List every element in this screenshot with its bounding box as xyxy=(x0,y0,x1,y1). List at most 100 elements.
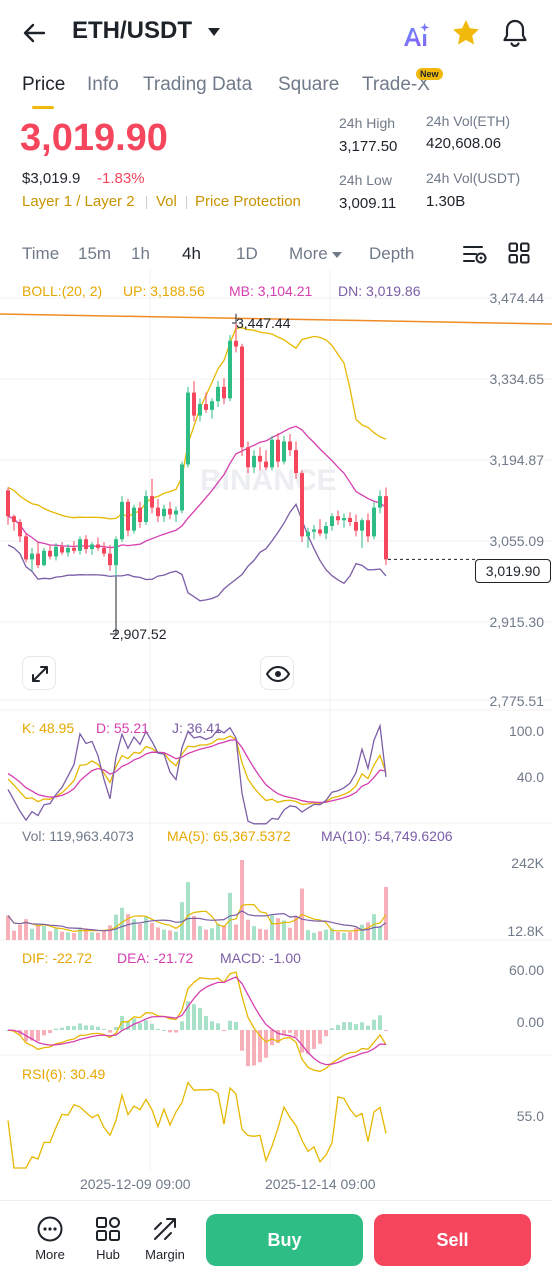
candle-body xyxy=(360,520,364,531)
caret-down-icon xyxy=(332,251,343,258)
candle-body xyxy=(276,439,280,462)
timeframe-time[interactable]: Time xyxy=(22,244,60,263)
timeframe-more[interactable]: More xyxy=(289,244,343,264)
volume-bar xyxy=(366,922,370,940)
volume-bar xyxy=(24,919,28,940)
timeframe-1d[interactable]: 1D xyxy=(236,244,258,263)
volume-bar xyxy=(384,886,388,940)
y-tick-main: 3,474.44 xyxy=(489,290,545,306)
candle-body xyxy=(24,536,28,560)
candle-body xyxy=(258,455,262,462)
timeframe-1h[interactable]: 1h xyxy=(131,244,150,263)
volume-bar xyxy=(54,928,58,940)
macd-histogram-bar xyxy=(222,1030,226,1031)
macd-histogram-bar xyxy=(348,1022,352,1030)
high-leader-line xyxy=(232,313,237,324)
candle-body xyxy=(348,517,352,522)
volume-bar xyxy=(294,916,298,940)
macd-histogram-bar xyxy=(294,1030,298,1037)
tag-layer[interactable]: Layer 1 / Layer 2 xyxy=(22,193,135,210)
tab-trading-data[interactable]: Trading Data xyxy=(143,74,253,95)
change-percent: -1.83% xyxy=(97,170,145,187)
price-chart[interactable]: BINANCE xyxy=(0,270,552,1170)
candle-body xyxy=(240,346,244,448)
tab-trade-x[interactable]: Trade-X xyxy=(362,74,430,95)
macd-histogram-bar xyxy=(282,1030,286,1035)
kdj-j-line xyxy=(7,723,387,825)
macd-histogram-bar xyxy=(156,1028,160,1030)
candle-body xyxy=(132,507,136,531)
macd-histogram-bar xyxy=(288,1030,292,1033)
volume-bar xyxy=(108,925,112,940)
ai-sparkle-icon[interactable] xyxy=(400,20,434,50)
volume-bar xyxy=(192,916,196,940)
macd-histogram-bar xyxy=(354,1024,358,1030)
timeframe-15m[interactable]: 15m xyxy=(78,244,112,263)
timeframe-4h[interactable]: 4h xyxy=(182,244,201,263)
volume-bar xyxy=(288,927,292,940)
sell-button[interactable]: Sell xyxy=(374,1214,531,1266)
macd-histogram-bar xyxy=(138,1023,142,1030)
volume-bar xyxy=(6,915,10,940)
volume-bar xyxy=(330,928,334,940)
candle-body xyxy=(162,508,166,517)
macd-histogram-bar xyxy=(60,1027,64,1030)
macd-histogram-bar xyxy=(336,1024,340,1030)
margin-button[interactable]: Margin xyxy=(137,1215,193,1262)
macd-dif-value: DIF: -22.72 xyxy=(22,950,93,966)
expand-icon xyxy=(32,666,48,682)
volume-bar xyxy=(36,925,40,940)
low-annotation: 2,907.52 xyxy=(112,626,167,642)
trading-pair-title[interactable]: ETH/USDT xyxy=(72,17,192,44)
macd-histogram-bar xyxy=(90,1025,94,1030)
favorite-star-icon[interactable] xyxy=(450,17,482,49)
eye-icon xyxy=(265,665,291,683)
macd-histogram-bar xyxy=(240,1030,244,1051)
chart-settings-icon[interactable] xyxy=(462,242,488,266)
volume-bar xyxy=(174,931,178,940)
buy-button[interactable]: Buy xyxy=(206,1214,363,1266)
volume-bar xyxy=(72,933,76,940)
volume-bar xyxy=(240,860,244,940)
macd-histogram-bar xyxy=(300,1030,304,1053)
current-price-tag: 3,019.90 xyxy=(475,559,551,583)
candle-body xyxy=(174,510,178,515)
tag-price-protection[interactable]: Price Protection xyxy=(195,193,301,210)
stat-high-value: 3,177.50 xyxy=(339,138,398,155)
volume-bar xyxy=(270,915,274,940)
macd-histogram-bar xyxy=(330,1028,334,1030)
volume-bar xyxy=(126,914,130,940)
y-tick-kdj: 40.0 xyxy=(516,769,544,785)
tag-vol[interactable]: Vol xyxy=(156,193,177,210)
timeframe-depth[interactable]: Depth xyxy=(369,244,415,263)
hub-button[interactable]: Hub xyxy=(80,1215,136,1262)
candle-body xyxy=(60,546,64,553)
layout-grid-icon[interactable] xyxy=(508,242,530,264)
y-tick-main: 3,334.65 xyxy=(489,371,545,387)
volume-bar xyxy=(180,902,184,940)
boll-dn-value: DN: 3,019.86 xyxy=(338,283,421,299)
stat-low-value: 3,009.11 xyxy=(339,195,397,212)
volume-bar xyxy=(204,929,208,940)
toggle-visibility-button[interactable] xyxy=(260,656,294,690)
caret-down-icon[interactable] xyxy=(206,24,222,40)
fullscreen-button[interactable] xyxy=(22,656,56,690)
volume-bar xyxy=(12,930,16,940)
vol-ma10-value: MA(10): 54,749.6206 xyxy=(321,828,453,844)
boll-lower-line xyxy=(7,502,387,602)
tab-price[interactable]: Price xyxy=(22,74,66,95)
candle-body xyxy=(102,547,106,554)
volume-bar xyxy=(348,932,352,940)
more-button[interactable]: More xyxy=(22,1215,78,1262)
macd-histogram-bar xyxy=(276,1030,280,1043)
tab-square[interactable]: Square xyxy=(278,74,340,95)
volume-bar xyxy=(30,928,34,940)
macd-histogram-bar xyxy=(324,1030,328,1037)
bell-icon[interactable] xyxy=(500,17,530,49)
back-arrow-icon[interactable] xyxy=(20,18,50,48)
stat-vol-usdt-value: 1.30B xyxy=(426,193,466,210)
tab-info[interactable]: Info xyxy=(87,74,119,95)
margin-label: Margin xyxy=(145,1247,185,1262)
candle-body xyxy=(264,461,268,468)
candle-body xyxy=(288,441,292,451)
